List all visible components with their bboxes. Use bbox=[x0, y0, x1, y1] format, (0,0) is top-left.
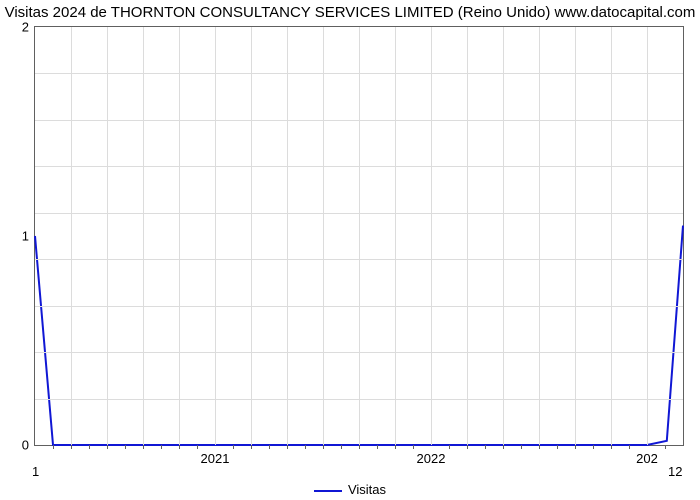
x-minor-tick bbox=[341, 445, 342, 449]
legend: Visitas bbox=[0, 482, 700, 497]
gridline-horizontal bbox=[35, 259, 683, 260]
x-tick-label: 2021 bbox=[201, 445, 230, 466]
x-minor-tick bbox=[395, 445, 396, 449]
y-tick-label: 2 bbox=[22, 20, 35, 35]
gridline-horizontal bbox=[35, 352, 683, 353]
x-minor-tick bbox=[71, 445, 72, 449]
x-minor-tick bbox=[107, 445, 108, 449]
bottom-left-corner-number: 1 bbox=[32, 464, 39, 479]
x-minor-tick bbox=[521, 445, 522, 449]
gridline-horizontal bbox=[35, 399, 683, 400]
plot-area: 01220212022202 bbox=[34, 26, 684, 446]
gridline-vertical bbox=[215, 27, 216, 445]
x-minor-tick bbox=[485, 445, 486, 449]
x-minor-tick bbox=[593, 445, 594, 449]
x-minor-tick bbox=[629, 445, 630, 449]
gridline-vertical bbox=[71, 27, 72, 445]
x-minor-tick bbox=[467, 445, 468, 449]
gridline-horizontal bbox=[35, 120, 683, 121]
x-minor-tick bbox=[143, 445, 144, 449]
x-minor-tick bbox=[287, 445, 288, 449]
x-minor-tick bbox=[161, 445, 162, 449]
x-minor-tick bbox=[575, 445, 576, 449]
x-minor-tick bbox=[665, 445, 666, 449]
x-minor-tick bbox=[449, 445, 450, 449]
gridline-vertical bbox=[611, 27, 612, 445]
x-tick-label: 2022 bbox=[417, 445, 446, 466]
gridline-vertical bbox=[503, 27, 504, 445]
x-minor-tick bbox=[233, 445, 234, 449]
x-minor-tick bbox=[305, 445, 306, 449]
gridline-horizontal bbox=[35, 213, 683, 214]
gridline-vertical bbox=[179, 27, 180, 445]
x-minor-tick bbox=[413, 445, 414, 449]
gridline-vertical bbox=[431, 27, 432, 445]
gridline-vertical bbox=[647, 27, 648, 445]
x-minor-tick bbox=[323, 445, 324, 449]
gridline-horizontal bbox=[35, 73, 683, 74]
x-minor-tick bbox=[503, 445, 504, 449]
gridline-vertical bbox=[107, 27, 108, 445]
gridline-vertical bbox=[395, 27, 396, 445]
x-minor-tick bbox=[179, 445, 180, 449]
gridline-vertical bbox=[539, 27, 540, 445]
x-minor-tick bbox=[539, 445, 540, 449]
x-minor-tick bbox=[269, 445, 270, 449]
gridline-horizontal bbox=[35, 306, 683, 307]
x-minor-tick bbox=[557, 445, 558, 449]
gridline-vertical bbox=[143, 27, 144, 445]
x-minor-tick bbox=[377, 445, 378, 449]
x-minor-tick bbox=[251, 445, 252, 449]
chart-container: Visitas 2024 de THORNTON CONSULTANCY SER… bbox=[0, 0, 700, 500]
gridline-vertical bbox=[287, 27, 288, 445]
x-minor-tick bbox=[359, 445, 360, 449]
chart-title: Visitas 2024 de THORNTON CONSULTANCY SER… bbox=[0, 4, 700, 21]
legend-swatch bbox=[314, 490, 342, 492]
y-tick-label: 1 bbox=[22, 229, 35, 244]
y-tick-label: 0 bbox=[22, 438, 35, 453]
x-minor-tick bbox=[197, 445, 198, 449]
gridline-horizontal bbox=[35, 166, 683, 167]
gridline-vertical bbox=[323, 27, 324, 445]
legend-label: Visitas bbox=[348, 482, 386, 497]
x-minor-tick bbox=[611, 445, 612, 449]
gridline-vertical bbox=[467, 27, 468, 445]
gridline-vertical bbox=[251, 27, 252, 445]
x-minor-tick bbox=[125, 445, 126, 449]
gridline-vertical bbox=[575, 27, 576, 445]
x-tick-label: 202 bbox=[636, 445, 658, 466]
bottom-right-corner-number: 12 bbox=[668, 464, 682, 479]
x-minor-tick bbox=[89, 445, 90, 449]
x-minor-tick bbox=[53, 445, 54, 449]
gridline-vertical bbox=[359, 27, 360, 445]
